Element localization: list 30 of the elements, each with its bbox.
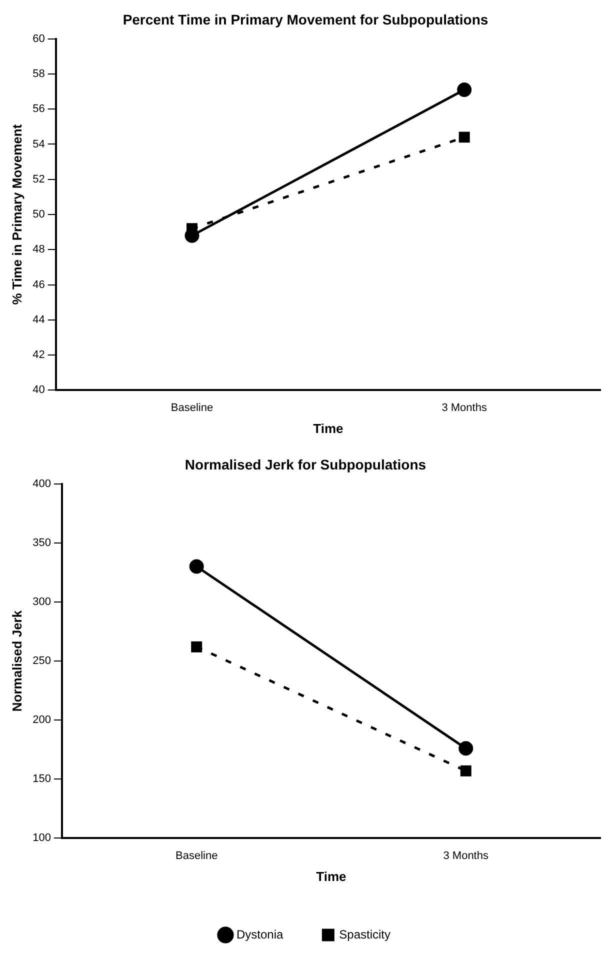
legend-label: Spasticity — [339, 927, 391, 942]
x-tick-label: 3 Months — [442, 402, 488, 414]
x-tick-label: Baseline — [175, 850, 218, 862]
y-tick-label: 56 — [32, 103, 45, 116]
y-axis-title: % Time in Primary Movement — [9, 124, 24, 305]
y-tick-label: 350 — [32, 536, 51, 549]
y-tick-label: 50 — [32, 208, 45, 221]
y-tick-label: 100 — [32, 832, 51, 844]
y-tick-label: 60 — [32, 32, 45, 45]
chart-title: Percent Time in Primary Movement for Subpopulations — [122, 11, 488, 28]
y-tick-label: 42 — [32, 349, 45, 362]
y-tick-label: 48 — [32, 244, 45, 256]
x-axis-title: Time — [316, 868, 346, 884]
y-tick-label: 300 — [32, 596, 51, 608]
y-axis-title: Normalised Jerk — [9, 610, 24, 712]
chart-title: Normalised Jerk for Subpopulations — [184, 456, 426, 472]
x-axis-title: Time — [313, 420, 344, 436]
y-tick-label: 400 — [32, 478, 51, 490]
y-tick-label: 52 — [32, 173, 45, 186]
legend-label: Dystonia — [236, 927, 284, 942]
y-tick-label: 200 — [32, 714, 51, 726]
x-tick-label: 3 Months — [443, 850, 489, 862]
y-tick-label: 250 — [32, 655, 51, 668]
y-tick-label: 46 — [32, 278, 45, 291]
y-tick-label: 54 — [32, 138, 45, 150]
y-tick-label: 40 — [32, 384, 45, 396]
y-tick-label: 150 — [32, 773, 51, 786]
x-tick-label: Baseline — [170, 402, 214, 414]
y-tick-label: 58 — [32, 68, 45, 80]
y-tick-label: 44 — [32, 314, 45, 326]
